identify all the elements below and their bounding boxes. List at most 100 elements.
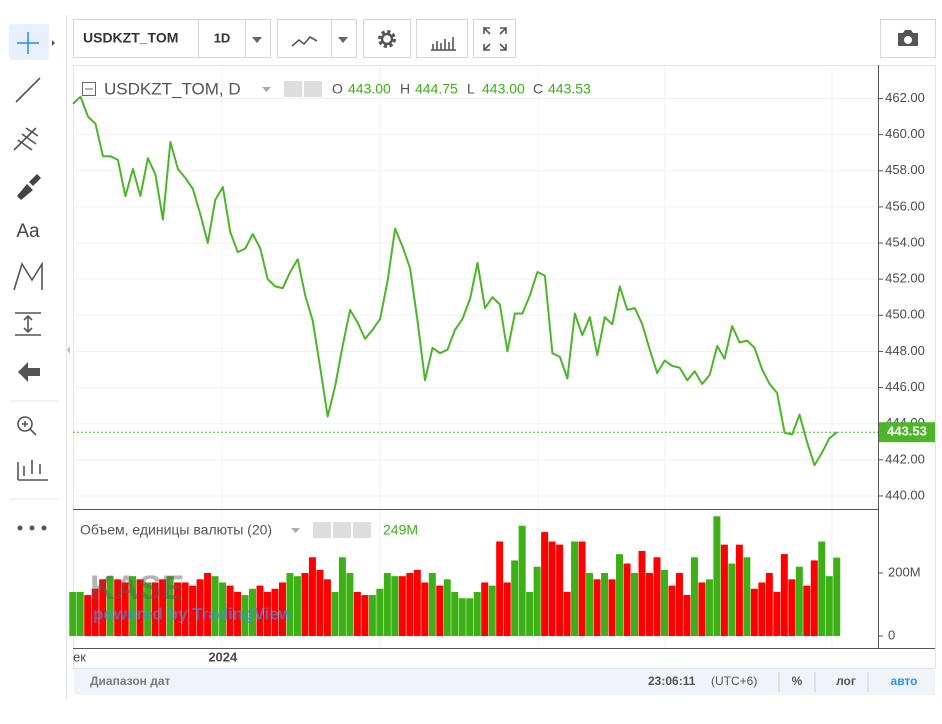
volume-bar	[106, 576, 114, 637]
interval: 1D	[214, 30, 231, 45]
volume-bar	[114, 579, 122, 637]
watermark-caption: powered by TradingView	[93, 604, 293, 623]
line-tool[interactable]	[15, 77, 41, 103]
volume-bar	[368, 595, 376, 637]
auto-toggle[interactable]: авто	[891, 674, 918, 688]
legend: USDKZT_TOM, D O 443.00 H 444.75 L 443.00…	[82, 79, 591, 98]
settings-button[interactable]	[363, 19, 411, 58]
volume-bar	[616, 554, 624, 637]
plot: 440.00442.00444.00446.00448.00450.00452.…	[69, 90, 935, 664]
volume-bar	[256, 585, 264, 637]
volume-bar	[316, 569, 324, 637]
volume-bar	[234, 591, 242, 637]
volume-bar	[196, 579, 204, 637]
pitchfork-tool[interactable]	[13, 127, 39, 151]
y-tick-label: 454.00	[885, 234, 925, 249]
volume-bar	[383, 573, 391, 637]
pattern-tool[interactable]	[13, 261, 43, 291]
volume-bar	[443, 579, 451, 637]
volume-bar	[174, 582, 182, 637]
volume-bar	[728, 563, 736, 637]
zoom-tool[interactable]	[17, 416, 33, 432]
timezone[interactable]: (UTC+6)	[711, 674, 757, 688]
y-tick-label: 200M	[888, 564, 921, 579]
percent-toggle[interactable]: %	[792, 674, 803, 688]
volume-bar	[69, 591, 77, 637]
last-price-badge	[879, 422, 935, 443]
volume-bar	[750, 588, 758, 637]
volume-bar	[825, 576, 833, 637]
top-toolbar: USDKZT_TOM 1D	[73, 19, 936, 58]
volume-bar	[278, 582, 286, 637]
volume-bar	[361, 595, 369, 637]
volume-bar	[496, 541, 504, 637]
volume-bar	[219, 582, 227, 637]
volume-bar	[99, 579, 107, 637]
y-tick-label: 460.00	[885, 126, 925, 141]
volume-bar	[376, 588, 384, 637]
low-label: L	[467, 81, 475, 97]
y-tick-label: 0	[888, 627, 895, 642]
y-tick-label: 462.00	[885, 90, 925, 105]
volume-bar	[653, 557, 661, 637]
volume-bar	[338, 557, 346, 637]
chart-style-button[interactable]	[277, 19, 332, 58]
compare-tool[interactable]	[17, 460, 48, 481]
volume-bar	[91, 588, 99, 637]
volume-bar	[211, 576, 219, 637]
fullscreen-button[interactable]	[473, 19, 516, 58]
volume-bar	[413, 569, 421, 637]
volume-bar	[503, 582, 511, 637]
volume-bar	[241, 595, 249, 637]
more-tools[interactable]	[17, 525, 47, 531]
volume-bar	[166, 576, 174, 637]
volume-bar	[136, 579, 144, 637]
volume-bar	[563, 591, 571, 637]
volume-bar	[660, 569, 668, 637]
y-tick-label: 458.00	[885, 162, 925, 177]
volume-bar	[301, 573, 309, 637]
volume-bar	[84, 595, 92, 637]
high-value: 444.75	[415, 81, 458, 97]
volume-bar	[526, 591, 534, 637]
low-value: 443.00	[482, 81, 525, 97]
volume-bar	[458, 598, 466, 637]
x-tick-label: ек	[73, 649, 86, 664]
text-tool[interactable]: Aa	[16, 221, 40, 242]
volume-bar	[293, 576, 301, 637]
volume-bar	[398, 576, 406, 637]
close-value: 443.53	[548, 81, 591, 97]
volume-bar	[571, 541, 579, 637]
volume-bar	[810, 560, 818, 637]
y-tick-label: 446.00	[885, 379, 925, 394]
indicators-button[interactable]	[416, 19, 468, 58]
date-range[interactable]: Диапазон дат	[90, 674, 171, 688]
volume-bar	[608, 579, 616, 637]
crosshair-tool[interactable]	[9, 24, 49, 60]
volume-bar	[743, 557, 751, 637]
volume-bar	[631, 573, 639, 637]
volume-bar	[421, 582, 429, 637]
volume-bar	[511, 560, 519, 637]
open-value: 443.00	[348, 81, 391, 97]
log-toggle[interactable]: лог	[836, 674, 856, 688]
legend-title: USDKZT_TOM, D	[104, 79, 241, 98]
volume-bar	[436, 585, 444, 637]
volume-title: Объем, единицы валюты (20)	[80, 522, 272, 538]
volume-bar	[76, 591, 84, 637]
volume-bar	[346, 573, 354, 637]
volume-bar	[264, 591, 271, 637]
volume-bar	[189, 585, 197, 637]
back-tool[interactable]	[18, 362, 40, 382]
volume-bar	[331, 591, 339, 637]
brush-tool[interactable]	[17, 174, 41, 200]
volume-bar	[795, 566, 803, 637]
volume-bar	[668, 585, 676, 637]
volume-bar	[451, 591, 459, 637]
volume-bar	[548, 541, 556, 637]
volume-bar	[758, 582, 766, 637]
volume-bar	[159, 579, 167, 637]
volume-bar	[481, 582, 489, 637]
volume-bar	[391, 576, 399, 637]
measure-tool[interactable]	[15, 312, 41, 336]
